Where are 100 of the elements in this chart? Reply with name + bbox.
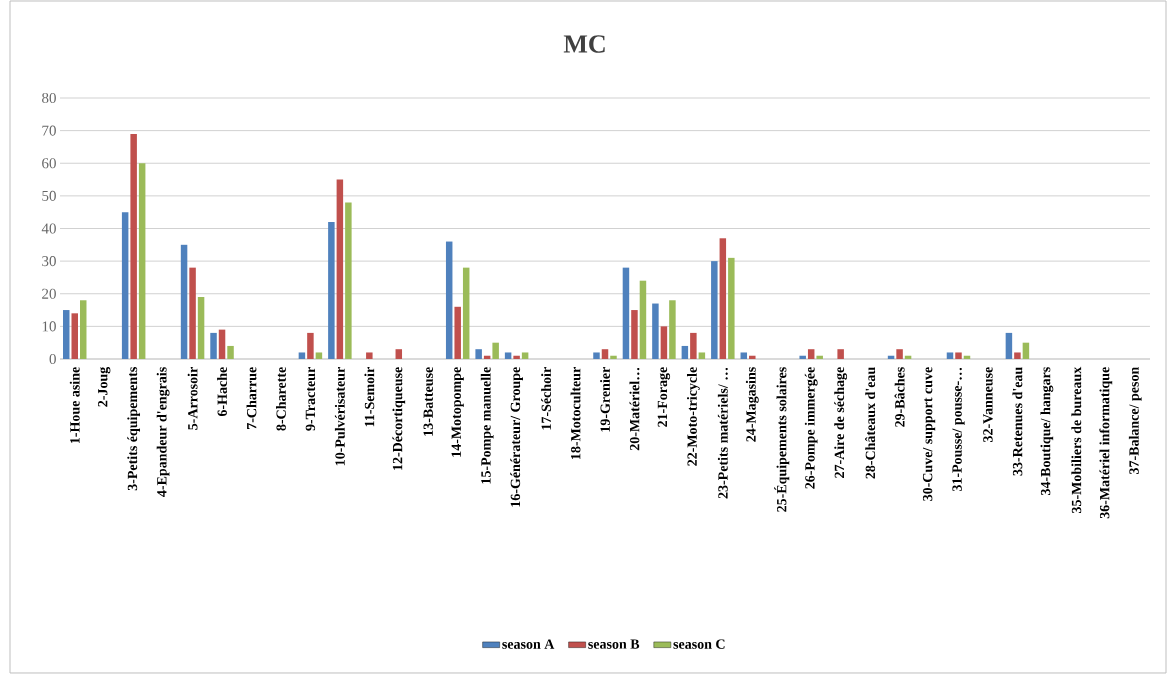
bar [475, 349, 482, 359]
bar [711, 261, 718, 359]
x-tick-label: 27-Aire de séchage [834, 367, 848, 478]
x-tick-label: 13-Batteuse [423, 367, 433, 436]
bar [445, 241, 453, 359]
x-tick-label: 35-Mobiliers de bureaux [1071, 366, 1082, 513]
x-tick-label: 5-Arrosoir [187, 367, 198, 430]
bar [210, 332, 217, 359]
bar [799, 355, 806, 359]
bar [521, 352, 529, 359]
bar [1014, 352, 1021, 359]
bar [669, 300, 676, 359]
bar [513, 355, 520, 359]
bar [307, 332, 314, 359]
bar [121, 212, 129, 359]
x-tick-label: 3-Petits équipements [127, 367, 141, 491]
bar [690, 332, 697, 359]
bar [601, 349, 609, 359]
bar [807, 349, 815, 359]
x-tick-label: 16-Générateur/ Groupe [510, 367, 523, 507]
bar [336, 179, 344, 359]
bar [681, 345, 689, 359]
x-tick-label: 36-Matériel informatique [1099, 367, 1113, 519]
x-tick-label: 33-Retenues d'eau [1012, 367, 1023, 476]
x-tick-label: 15-Pompe manuelle [480, 367, 494, 484]
x-tick-label: 23-Petits matériels/ … [717, 367, 728, 499]
x-tick-label: 1-Houe asine [69, 367, 80, 444]
y-tick-label: 70 [42, 125, 56, 136]
x-tick-label: 12-Décortiqueuse [392, 367, 406, 470]
x-tick-label: 10-Pulvérisateur [334, 367, 345, 466]
x-tick-label: 37-Balance/ peson [1128, 367, 1142, 474]
bar [189, 267, 196, 359]
bar [227, 345, 234, 359]
y-tick-label: 20 [42, 288, 56, 299]
bar [749, 355, 756, 359]
bar [492, 342, 499, 359]
x-tick-label: 32-Vanneuse [983, 367, 993, 442]
bar [622, 267, 630, 359]
x-tick-label: 14-Motopompe [451, 367, 464, 457]
bar [79, 300, 87, 359]
x-tick-label: 21-Forage [657, 367, 671, 427]
x-tick-label: 26-Pompe immergée [804, 367, 818, 489]
bar [395, 349, 403, 359]
bar [652, 303, 659, 359]
bar [62, 310, 70, 359]
bar [315, 352, 323, 359]
y-tick-label: 10 [42, 321, 56, 332]
x-tick-label: 17-Séchoir [541, 367, 552, 430]
bar [298, 352, 306, 359]
bar [138, 163, 146, 359]
x-tick-label: 25-Équipements solaires [774, 367, 790, 512]
bar [631, 310, 638, 359]
bar [1005, 332, 1013, 359]
bar [328, 221, 335, 359]
y-tick-label: 0 [49, 353, 56, 365]
bar [660, 326, 668, 359]
y-tick-label: 80 [42, 92, 56, 104]
y-tick-label: 50 [42, 190, 56, 201]
x-tick-label: 34-Boutique/ hangars [1040, 367, 1054, 496]
bar [955, 352, 962, 359]
bar [71, 313, 78, 359]
x-tick-label: 24-Magasins [745, 367, 759, 442]
bar [728, 257, 735, 359]
bar [180, 244, 188, 359]
x-tick-label: 7-Charrue [246, 367, 257, 429]
y-tick-label: 60 [42, 158, 56, 169]
bar [837, 349, 844, 359]
x-tick-label: 6-Hache [217, 367, 227, 417]
x-tick-label: 31-Pousse/ pousse-… [952, 367, 965, 492]
bar [130, 133, 137, 359]
chart-title: MC [563, 35, 605, 53]
bar [698, 352, 706, 359]
bar [639, 280, 647, 359]
bar [896, 349, 903, 359]
bar [366, 352, 373, 359]
bar [1022, 342, 1030, 359]
bar [719, 238, 727, 359]
x-tick-label: 22-Moto-tricycle [686, 367, 700, 466]
bar [504, 352, 512, 359]
bar [946, 352, 954, 359]
legend-label: season B [588, 639, 640, 649]
x-tick-label: 20-Matériel… [629, 367, 640, 451]
bar [218, 329, 226, 359]
x-tick-label: 30-Cuve/ support cuve [922, 367, 936, 501]
bar [454, 306, 461, 359]
x-tick-label: 29-Bâches [894, 367, 905, 427]
bar [462, 267, 470, 359]
legend-label: season A [502, 639, 555, 649]
bar [197, 297, 205, 359]
x-tick-label: 8-Charette [276, 367, 286, 431]
y-tick-label: 30 [42, 256, 56, 267]
bar [345, 202, 352, 359]
x-tick-label: 28-Châteaux d'eau [865, 367, 876, 479]
x-tick-label: 9-Tracteur [305, 367, 316, 431]
bar [610, 355, 617, 359]
bar [816, 355, 823, 359]
y-tick-label: 40 [41, 223, 56, 234]
x-tick-label: 18-Motoculteur [570, 367, 581, 459]
bar [593, 352, 600, 359]
x-tick-label: 4-Epandeur d'engrais [156, 367, 170, 497]
